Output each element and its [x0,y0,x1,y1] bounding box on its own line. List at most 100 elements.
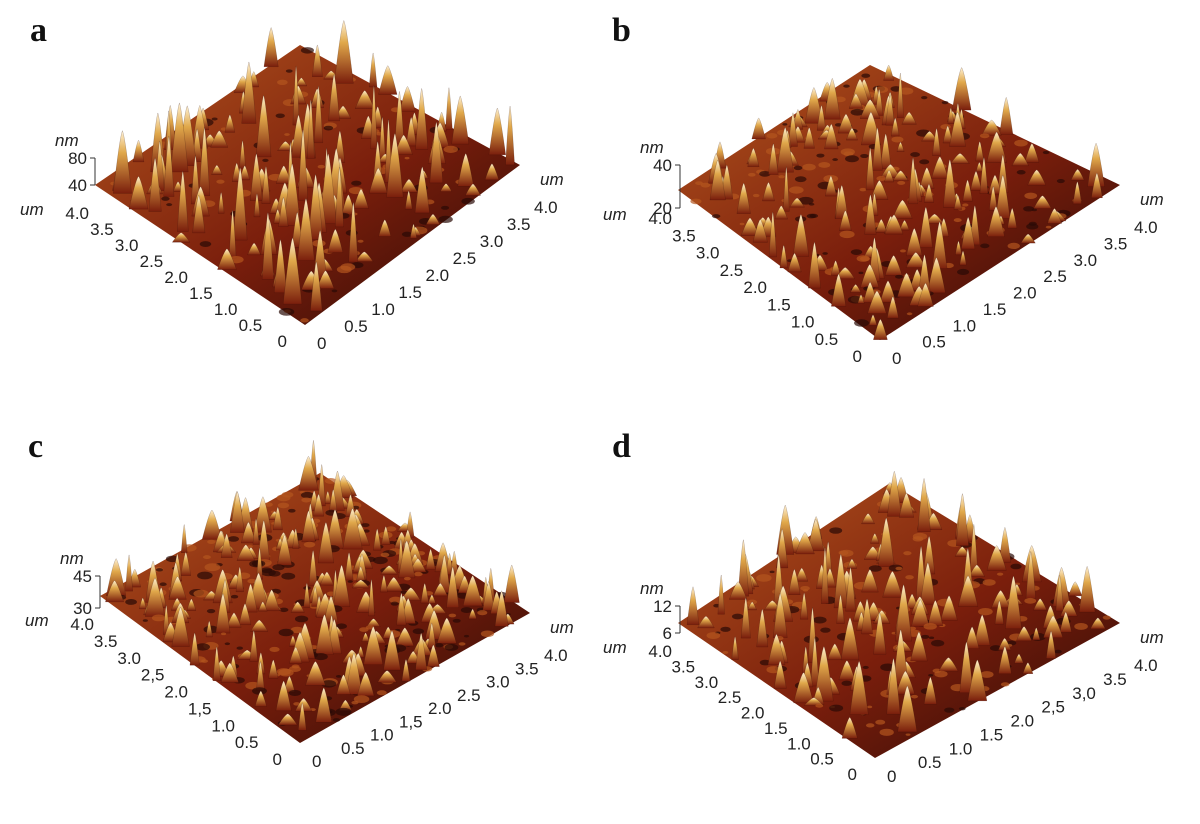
right-axis-tick-label: 4.0 [1134,218,1158,237]
left-axis-tick-label: 1.5 [764,719,788,738]
left-axis-unit: um [20,200,44,219]
surface-peaks [690,64,1105,340]
right-axis-tick-label: 0 [887,767,896,786]
afm-surface-plot: 126nm4.03.53.02.52.01.51.00.50um00.51.01… [603,470,1164,786]
right-axis-tick-label: 2.5 [457,686,481,705]
left-axis-tick-label: 4.0 [70,615,94,634]
right-axis-tick-label: 2.0 [1013,284,1037,303]
surface-peaks [686,470,1111,739]
afm-panel-a: a 80 40 nm 4.0 3.5 3.0 2.5 2.0 1.5 1.0 0.5 0 um 0 0.5 1… [0,0,580,400]
z-tick-label: 80 [68,149,87,168]
right-axis-tick-label: 1.5 [980,725,1004,744]
left-axis-tick-label: 3.0 [695,673,719,692]
left-axis-tick-label: 2.0 [164,683,188,702]
right-axis-tick-label: 1.0 [371,300,395,319]
panel-label: a [30,12,47,49]
left-axis-tick-label: 1.5 [189,284,213,303]
afm-surface-plot: 8040nm4.03.53.02.52.01.51.00.50um00.51.0… [20,20,564,353]
right-axis-tick-label: 3.0 [486,673,510,692]
left-axis-tick-label: 4.0 [648,209,672,228]
right-axis-tick-label: 2.5 [1043,267,1067,286]
right-axis-tick-label: 3.5 [1104,234,1128,253]
afm-panel-b: b 40 20 nm 4.0 3.5 3.0 2.5 2.0 1.5 1.0 0.5 0 um 0 0.5 1… [600,0,1180,400]
right-axis-tick-label: 1.0 [370,726,394,745]
left-axis-tick-label: 1.0 [211,716,235,735]
z-tick-label: 40 [653,156,672,175]
left-axis-tick-label: 0.5 [235,733,259,752]
left-axis-tick-label: 1.5 [767,295,791,314]
right-axis-tick-label: 3.0 [480,232,504,251]
right-axis-tick-label: 2.0 [426,266,450,285]
right-axis-tick-label: 3.5 [1103,670,1127,689]
right-axis-tick-label: 0.5 [344,317,368,336]
left-axis-tick-label: 3.5 [671,657,695,676]
right-axis-tick-label: 0 [317,334,326,353]
left-axis-tick-label: 2.0 [741,704,765,723]
right-axis-tick-label: 0.5 [918,753,942,772]
right-axis-tick-label: 4.0 [534,198,558,217]
right-axis-tick-label: 0.5 [341,739,365,758]
right-axis-tick-label: 2.0 [1011,712,1035,731]
right-axis-tick-label: 1.5 [983,300,1007,319]
right-axis-tick-label: 3.0 [1074,251,1098,270]
right-axis-tick-label: 2.0 [428,699,452,718]
z-tick-label: 45 [73,567,92,586]
left-axis-tick-label: 2.5 [720,261,744,280]
left-axis-tick-label: 1.0 [787,734,811,753]
right-axis-tick-label: 2.5 [453,249,477,268]
right-axis-tick-label: 4.0 [1134,656,1158,675]
left-axis-tick-label: 0 [853,347,862,366]
right-axis-unit: um [1140,628,1164,647]
left-axis-tick-label: 0 [848,765,857,784]
right-axis-tick-label: 3,0 [1072,684,1096,703]
z-axis-unit: nm [640,579,664,598]
afm-panel-c: c 45 30 nm 4.0 3.5 3.0 2,5 2.0 1,5 1.0 0.5 0 um 0 0.5 1… [0,418,580,818]
right-axis-tick-label: 0.5 [922,333,946,352]
left-axis-tick-label: 1,5 [188,699,212,718]
left-axis-unit: um [603,205,627,224]
left-axis-tick-label: 2,5 [141,666,165,685]
right-axis-tick-label: 1.0 [949,739,973,758]
right-axis-tick-label: 3.5 [507,215,531,234]
z-tick-label: 40 [68,176,87,195]
left-axis-tick-label: 3.0 [696,244,720,263]
right-axis-tick-label: 4.0 [544,646,568,665]
afm-surface-plot: 4530nm4.03.53.02,52.01,51.00.50um00.51.0… [25,440,574,771]
left-axis-tick-label: 2.5 [140,252,164,271]
z-tick-label: 30 [73,599,92,618]
left-axis-tick-label: 0 [273,750,282,769]
left-axis-tick-label: 3.0 [117,649,141,668]
panel-label: d [612,428,631,465]
left-axis-tick-label: 4.0 [648,642,672,661]
left-axis-tick-label: 4.0 [65,204,89,223]
right-axis-tick-label: 0 [892,349,901,368]
left-axis-tick-label: 0.5 [810,750,834,769]
left-axis-tick-label: 0 [278,332,287,351]
left-axis-tick-label: 1.0 [214,300,238,319]
right-axis-tick-label: 1,5 [399,712,423,731]
left-axis-tick-label: 1.0 [791,313,815,332]
z-axis-unit: nm [60,549,84,568]
left-axis-tick-label: 2.0 [743,278,767,297]
surface-peaks [110,20,515,323]
panel-label: c [28,428,44,465]
left-axis-unit: um [25,611,49,630]
left-axis-tick-label: 3.5 [94,632,118,651]
right-axis-unit: um [550,618,574,637]
right-axis-tick-label: 1.5 [398,283,422,302]
panel-label: b [612,12,631,49]
afm-panel-d: d 12 6 nm 4.0 3.5 3.0 2.5 2.0 1.5 1.0 0.5 0 um 0 0.5 1.… [600,418,1180,818]
z-axis-unit: nm [640,138,664,157]
left-axis-tick-label: 2.0 [164,268,188,287]
right-axis-tick-label: 3.5 [515,659,539,678]
right-axis-tick-label: 0 [312,752,321,771]
z-axis-unit: nm [55,131,79,150]
left-axis-tick-label: 2.5 [718,688,742,707]
left-axis-tick-label: 0.5 [815,330,839,349]
left-axis-unit: um [603,638,627,657]
left-axis-tick-label: 3.5 [672,226,696,245]
right-axis-unit: um [1140,190,1164,209]
z-tick-label: 12 [653,597,672,616]
left-axis-tick-label: 0.5 [239,316,263,335]
z-tick-label: 20 [653,199,672,218]
